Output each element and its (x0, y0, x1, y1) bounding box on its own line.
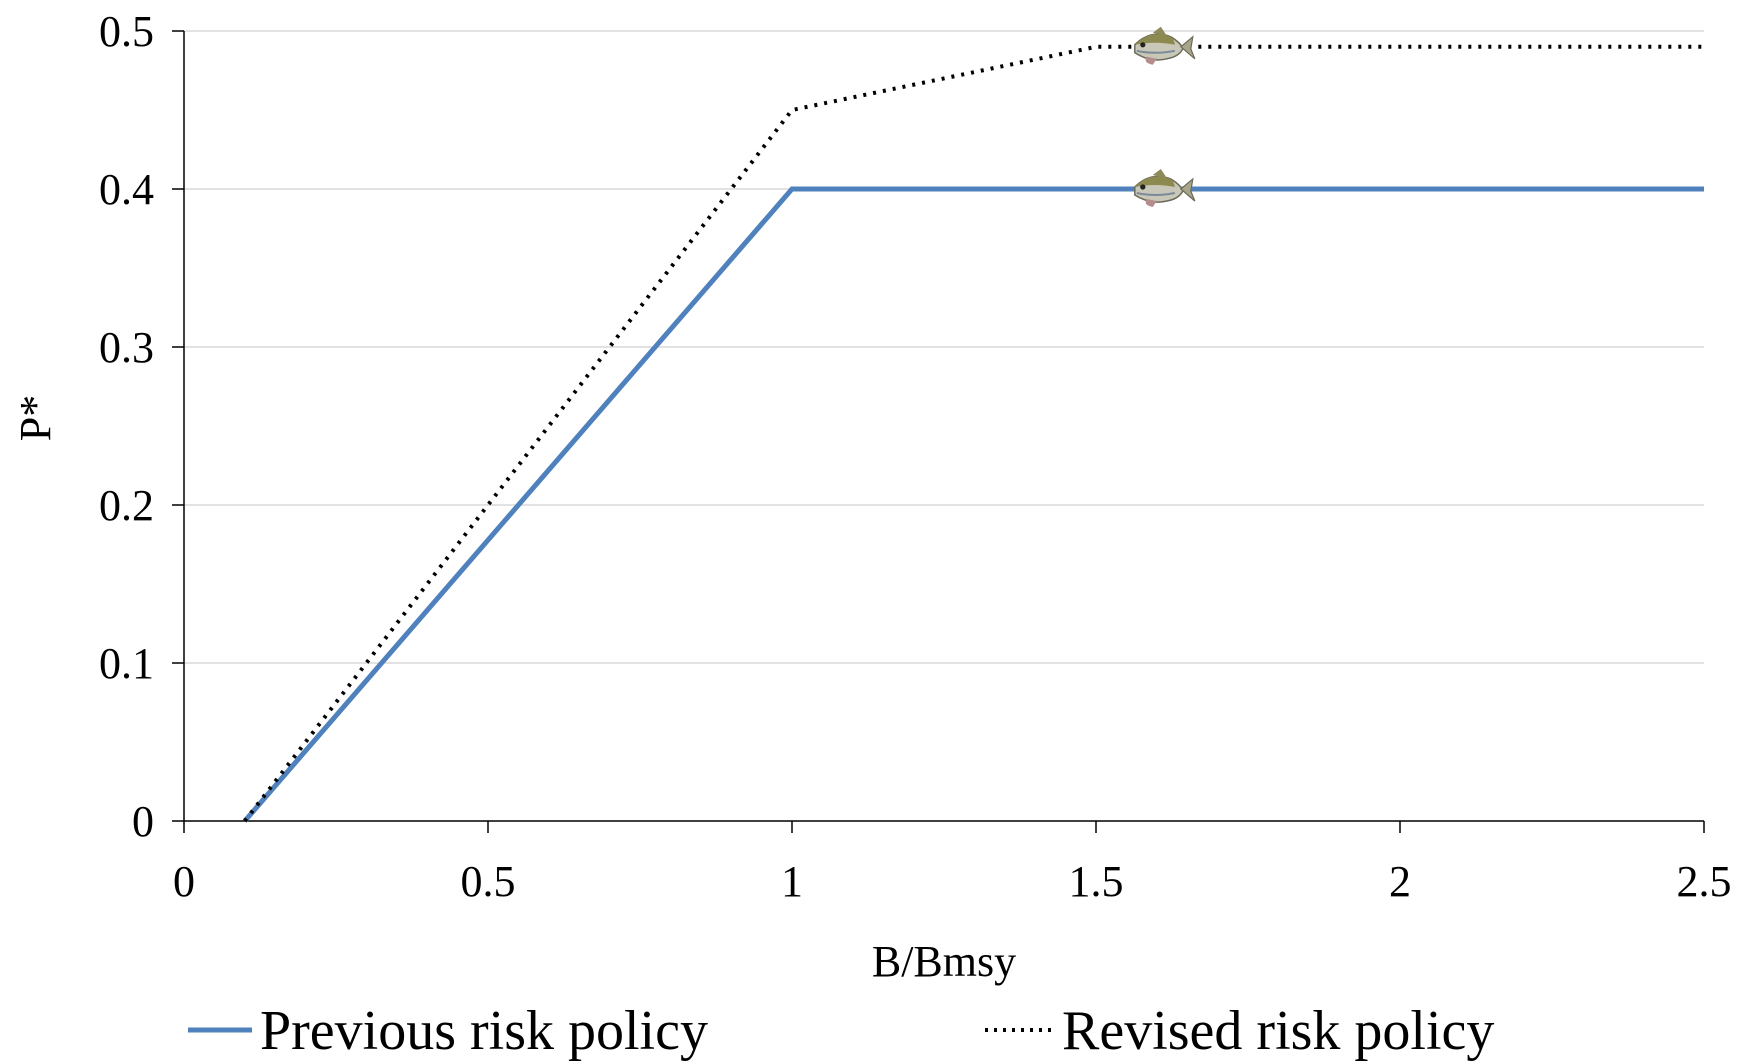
axes (172, 30, 1705, 833)
y-tick-label-2: 0.2 (99, 481, 154, 530)
fish-icon-1 (1133, 168, 1196, 208)
x-tick-label-5: 2.5 (1677, 857, 1732, 906)
y-tick-labels: 0 0.1 0.2 0.3 0.4 0.5 (99, 7, 154, 846)
fish-icon-0 (1133, 25, 1196, 66)
x-tick-label-4: 2 (1389, 857, 1411, 906)
x-tick-label-1: 0.5 (461, 857, 516, 906)
x-tick-label-2: 1 (781, 857, 803, 906)
series-lines (242, 44, 1704, 823)
y-tick-label-3: 0.3 (99, 323, 154, 372)
x-tick-label-3: 1.5 (1069, 857, 1124, 906)
x-axis-title: B/Bmsy (872, 937, 1016, 986)
x-tick-label-0: 0 (173, 857, 195, 906)
series-line-previous (242, 186, 1704, 823)
legend-label-revised: Revised risk policy (1062, 1000, 1494, 1062)
y-tick-label-4: 0.4 (99, 165, 154, 214)
y-axis-title: P* (11, 395, 60, 441)
y-tick-label-5: 0.5 (99, 7, 154, 56)
fish-markers (1133, 25, 1196, 208)
series-line-revised (243, 44, 1704, 823)
y-tick-label-1: 0.1 (99, 639, 154, 688)
gridlines (184, 30, 1704, 664)
legend: Previous risk policy Revised risk policy (188, 1000, 1494, 1062)
legend-label-previous: Previous risk policy (260, 1000, 708, 1062)
y-tick-label-0: 0 (132, 797, 154, 846)
x-tick-labels: 0 0.5 1 1.5 2 2.5 (173, 857, 1732, 906)
